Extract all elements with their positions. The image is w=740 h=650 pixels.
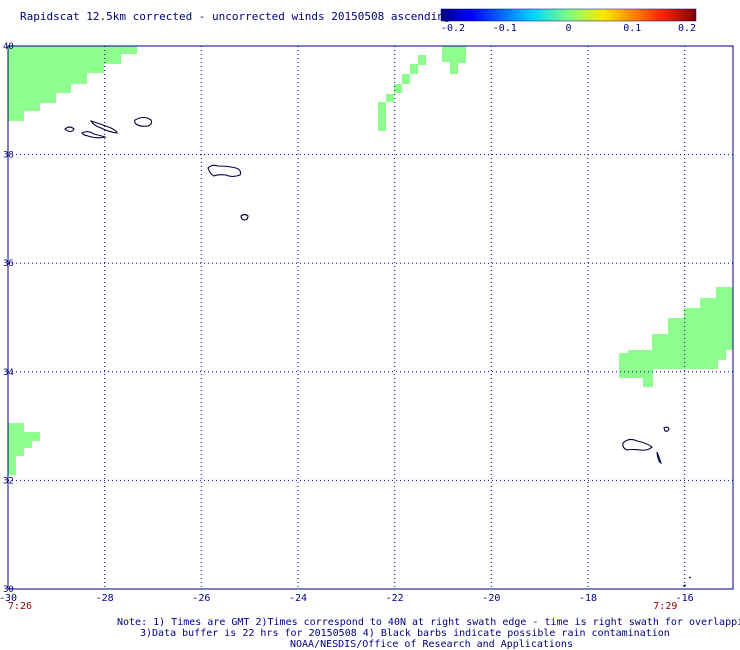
colorbar-tick-label: 0.1 — [623, 23, 641, 34]
swath-time-label: 7:26 — [8, 601, 32, 612]
longitude-tick-label: -26 — [192, 593, 210, 604]
note-line-2: 3)Data buffer is 22 hrs for 20150508 4) … — [140, 628, 670, 639]
coastline-pico — [89, 120, 118, 134]
swath-east — [619, 287, 733, 387]
coastline-madeira — [622, 438, 653, 451]
latitude-tick-label: 38 — [3, 151, 14, 161]
note-line-3: NOAA/NESDIS/Office of Research and Appli… — [290, 639, 573, 650]
colorbar — [440, 8, 697, 22]
coastline-flores — [64, 126, 75, 133]
note-line-1: Note: 1) Times are GMT 2)Times correspon… — [117, 617, 740, 628]
longitude-tick-label: -20 — [482, 593, 500, 604]
swath-northwest — [8, 46, 137, 121]
latitude-tick-label: 40 — [3, 42, 14, 52]
coastline-layer — [64, 116, 692, 587]
longitude-tick-label: -24 — [289, 593, 307, 604]
swath-time-label: 7:29 — [653, 601, 677, 612]
longitude-tick-label: -22 — [386, 593, 404, 604]
longitude-tick-label: -28 — [96, 593, 114, 604]
coastline-santa-maria — [240, 213, 249, 221]
swath-layer — [8, 46, 733, 475]
colorbar-tick-label: -0.2 — [441, 23, 465, 34]
coastline-selvagens — [682, 576, 692, 587]
latitude-tick-label: 30 — [3, 585, 14, 595]
latitude-tick-label: 36 — [3, 259, 14, 269]
map-frame — [7, 45, 734, 590]
swath-southwest — [8, 423, 40, 475]
coastline-porto-santo — [663, 426, 670, 432]
latitude-tick-label: 32 — [3, 476, 14, 486]
colorbar-tick-label: 0 — [565, 23, 571, 34]
colorbar-tick-label: -0.1 — [493, 23, 517, 34]
coastline-desertas — [656, 451, 662, 464]
colorbar-tick-label: 0.2 — [678, 23, 696, 34]
swath-north-central — [378, 46, 466, 131]
coastline-sao-miguel — [207, 164, 242, 178]
coastline-sao-jorge — [134, 116, 153, 127]
page-title: Rapidscat 12.5km corrected - uncorrected… — [20, 10, 450, 23]
latitude-tick-label: 34 — [3, 368, 14, 378]
graticule — [8, 46, 733, 589]
longitude-tick-label: -18 — [579, 593, 597, 604]
longitude-tick-label: -30 — [0, 593, 17, 604]
longitude-tick-label: -16 — [676, 593, 694, 604]
coastline-faial — [81, 131, 107, 139]
